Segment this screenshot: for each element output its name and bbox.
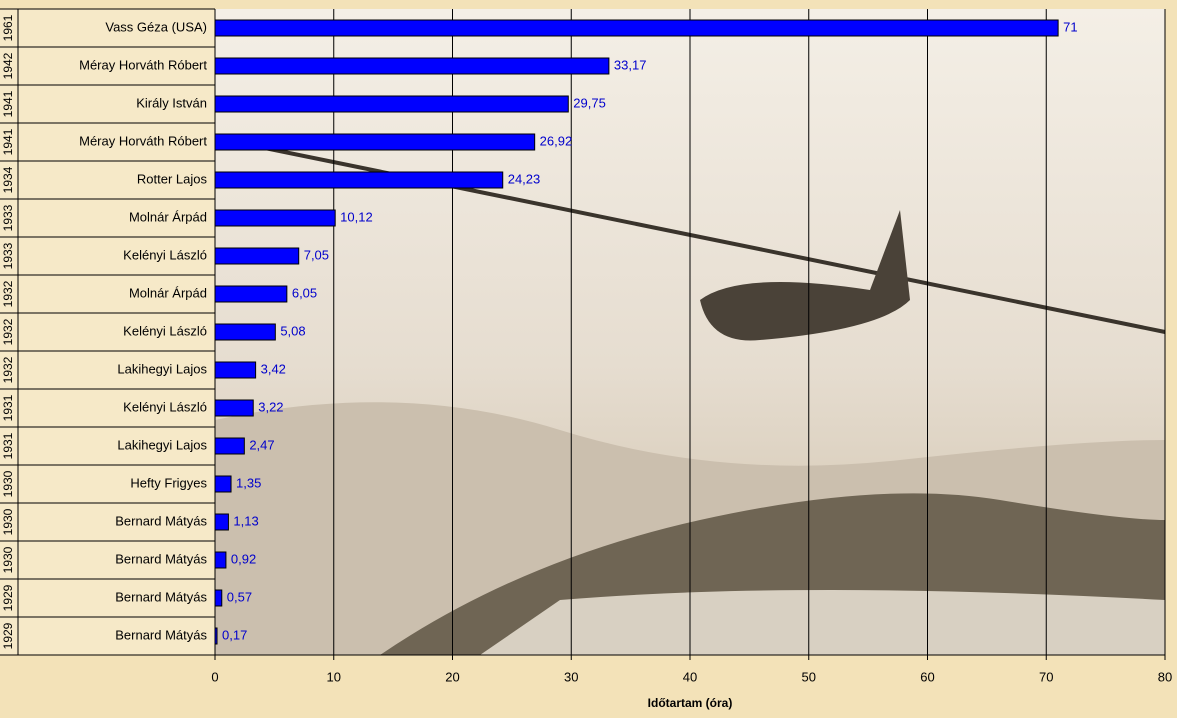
value-label: 0,17 [222, 627, 247, 642]
group-label: 1934 [1, 166, 15, 193]
bar [214, 551, 227, 569]
value-label: 29,75 [573, 95, 606, 110]
value-label: 26,92 [540, 133, 573, 148]
bar [214, 437, 245, 455]
bar [214, 95, 569, 113]
bar [214, 589, 223, 607]
bar [214, 285, 288, 303]
category-area [0, 9, 215, 655]
value-label: 24,23 [508, 171, 541, 186]
value-label: 0,57 [227, 589, 252, 604]
x-tick-label: 80 [1158, 669, 1172, 684]
group-label: 1941 [1, 128, 15, 155]
y-tick-label: Bernard Mátyás [115, 589, 207, 604]
bar [214, 323, 276, 341]
group-label: 1929 [1, 584, 15, 611]
x-tick-label: 10 [327, 669, 341, 684]
x-tick-label: 20 [445, 669, 459, 684]
y-tick-label: Méray Horváth Róbert [79, 57, 207, 72]
bar [214, 627, 218, 645]
value-label: 3,22 [258, 399, 283, 414]
group-label: 1961 [1, 14, 15, 41]
value-label: 3,42 [261, 361, 286, 376]
group-label: 1931 [1, 394, 15, 421]
group-label: 1941 [1, 90, 15, 117]
group-label: 1931 [1, 432, 15, 459]
bar [214, 475, 232, 493]
y-tick-label: Lakihegyi Lajos [117, 437, 207, 452]
group-label: 1942 [1, 52, 15, 79]
y-tick-label: Méray Horváth Róbert [79, 133, 207, 148]
y-tick-label: Lakihegyi Lajos [117, 361, 207, 376]
bar [214, 133, 536, 151]
x-tick-label: 70 [1039, 669, 1053, 684]
y-tick-label: Kelényi László [123, 247, 207, 262]
y-tick-label: Bernard Mátyás [115, 513, 207, 528]
y-tick-label: Vass Géza (USA) [105, 19, 207, 34]
x-tick-label: 60 [920, 669, 934, 684]
value-label: 5,08 [280, 323, 305, 338]
bar [214, 171, 504, 189]
x-axis-title: Időtartam (óra) [648, 696, 733, 710]
bar [214, 19, 1059, 37]
bar [214, 399, 254, 417]
x-tick-label: 50 [802, 669, 816, 684]
x-tick-label: 0 [211, 669, 218, 684]
meadow [480, 590, 1165, 655]
bar [214, 247, 300, 265]
value-label: 1,13 [233, 513, 258, 528]
value-label: 1,35 [236, 475, 261, 490]
value-label: 7,05 [304, 247, 329, 262]
y-tick-label: Kelényi László [123, 399, 207, 414]
glider-body [700, 210, 910, 341]
value-label: 71 [1063, 19, 1077, 34]
group-label: 1933 [1, 204, 15, 231]
y-tick-label: Király István [136, 95, 207, 110]
group-label: 1929 [1, 622, 15, 649]
y-tick-label: Rotter Lajos [137, 171, 208, 186]
bar [214, 361, 257, 379]
value-label: 6,05 [292, 285, 317, 300]
y-tick-label: Molnár Árpád [129, 285, 207, 300]
y-tick-label: Bernard Mátyás [115, 551, 207, 566]
value-label: 10,12 [340, 209, 373, 224]
x-tick-label: 40 [683, 669, 697, 684]
group-label: 1932 [1, 280, 15, 307]
y-tick-label: Bernard Mátyás [115, 627, 207, 642]
bar [214, 209, 336, 227]
group-label: 1933 [1, 242, 15, 269]
group-label: 1932 [1, 318, 15, 345]
x-tick-label: 30 [564, 669, 578, 684]
y-tick-label: Molnár Árpád [129, 209, 207, 224]
bar [214, 57, 610, 75]
value-label: 2,47 [249, 437, 274, 452]
value-label: 0,92 [231, 551, 256, 566]
group-label: 1932 [1, 356, 15, 383]
group-label: 1930 [1, 546, 15, 573]
bar [214, 513, 229, 531]
y-tick-label: Hefty Frigyes [130, 475, 207, 490]
group-label: 1930 [1, 508, 15, 535]
y-tick-label: Kelényi László [123, 323, 207, 338]
value-label: 33,17 [614, 57, 647, 72]
group-label: 1930 [1, 470, 15, 497]
